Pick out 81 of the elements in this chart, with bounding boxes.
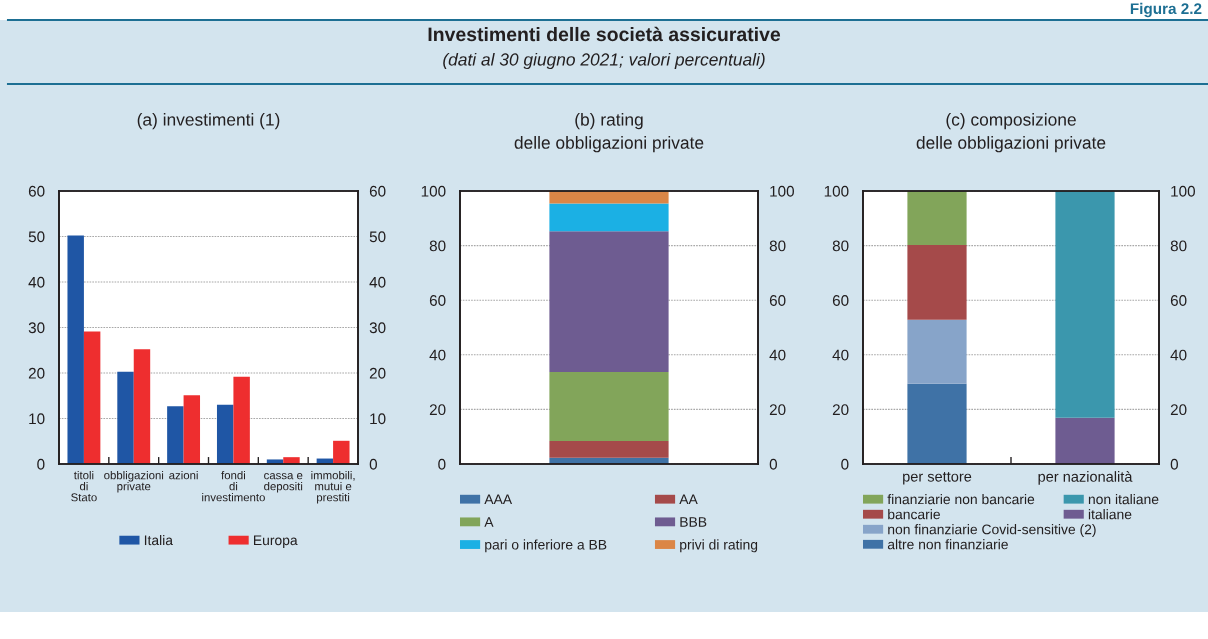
bar — [167, 406, 184, 464]
y2-tick-label: 60 — [769, 295, 786, 306]
bar — [333, 440, 350, 464]
y2-tick-label: 30 — [369, 322, 386, 334]
y-tick-label: 20 — [429, 404, 446, 416]
y2-tick-label: 100 — [1171, 185, 1195, 197]
text: Investimenti delle società assicurative — [428, 26, 781, 42]
y2-tick-label: 20 — [769, 404, 786, 416]
x-tick-label: fondi di investimento — [202, 470, 265, 502]
y2-tick-label: 50 — [369, 231, 386, 243]
y-tick-label: 100 — [824, 185, 849, 197]
y-tick-label: 80 — [832, 240, 849, 252]
legend-label: AA — [679, 494, 698, 505]
bar — [549, 203, 669, 232]
legend-label: A — [484, 517, 494, 527]
y2-tick-label: 40 — [769, 349, 786, 361]
y-tick-label: 60 — [429, 295, 446, 306]
chart-title: (c) composizione delle obbligazioni private — [916, 113, 1106, 153]
y2-tick-label: 0 — [769, 458, 778, 470]
bar — [183, 395, 201, 464]
y-tick-label: 0 — [841, 458, 849, 470]
y-tick-label: 40 — [429, 349, 446, 361]
y-tick-label: 60 — [28, 185, 45, 197]
y2-tick-label: 60 — [1170, 295, 1187, 306]
y-tick-label: 0 — [438, 458, 446, 470]
bar — [283, 457, 300, 464]
y2-tick-label: 40 — [1170, 349, 1187, 361]
y-tick-label: 60 — [832, 295, 849, 306]
y-tick-label: 10 — [29, 413, 45, 425]
legend-label: AAA — [484, 494, 513, 505]
y-tick-label: 0 — [37, 458, 45, 470]
y-tick-label: 20 — [832, 404, 849, 416]
x-tick-label: azioni — [169, 470, 198, 480]
bar — [233, 376, 250, 464]
y-tick-label: 20 — [28, 367, 45, 379]
legend-label: bancarie — [888, 509, 940, 520]
x-tick-label: titoli di Stato — [71, 470, 97, 502]
x-tick-label: immobili, mutui e prestiti — [311, 470, 355, 504]
x-tick-label: per settore — [903, 472, 972, 485]
text: (dati al 30 giugno 2021; valori percentuali) — [443, 52, 765, 70]
y-tick-label: 40 — [28, 276, 45, 288]
bar — [549, 372, 669, 442]
y2-tick-label: 0 — [369, 458, 378, 470]
legend-label: Europa — [254, 535, 298, 548]
bar — [117, 371, 134, 464]
legend-label: BBB — [680, 517, 707, 527]
y-tick-label: 40 — [832, 349, 849, 361]
bar — [549, 231, 669, 372]
bar — [549, 441, 669, 458]
y-tick-label: 30 — [28, 322, 45, 334]
y2-tick-label: 60 — [369, 185, 386, 197]
bar — [83, 331, 101, 464]
y2-tick-label: 20 — [369, 367, 386, 379]
x-tick-label: cassa e depositi — [264, 473, 303, 493]
text: Figura 2.2 — [1130, 2, 1202, 18]
bar — [549, 191, 669, 204]
y2-tick-label: 100 — [770, 185, 794, 197]
bar — [67, 235, 84, 464]
legend-label: Italia — [144, 534, 173, 546]
y2-tick-label: 0 — [1170, 458, 1179, 470]
x-tick-label: per nazionalità — [1038, 470, 1133, 485]
x-tick-label: obbligazioni private — [104, 470, 164, 493]
legend-label: finanziarie non bancarie — [887, 494, 1035, 505]
legend-label: privi di rating — [680, 539, 758, 553]
chart-title: (b) rating delle obbligazioni private — [514, 113, 704, 153]
legend-label: italiane — [1088, 509, 1132, 520]
y2-tick-label: 80 — [1170, 240, 1187, 252]
chart-title: (a) investimenti (1) — [137, 113, 280, 130]
bar — [216, 404, 234, 464]
bar — [133, 349, 151, 464]
legend-label: non italiane — [1088, 494, 1159, 505]
y-tick-label: 80 — [429, 240, 446, 252]
y2-tick-label: 10 — [370, 413, 386, 425]
y2-tick-label: 80 — [769, 240, 786, 252]
y2-tick-label: 40 — [369, 276, 386, 288]
y-tick-label: 50 — [28, 231, 45, 243]
legend-label: altre non finanziarie — [887, 539, 1008, 550]
y2-tick-label: 20 — [1170, 404, 1187, 416]
y-tick-label: 100 — [421, 185, 446, 197]
legend-label: non finanziarie Covid-sensitive (2) — [888, 524, 1096, 538]
legend-label: pari o inferiore a BB — [485, 539, 607, 553]
